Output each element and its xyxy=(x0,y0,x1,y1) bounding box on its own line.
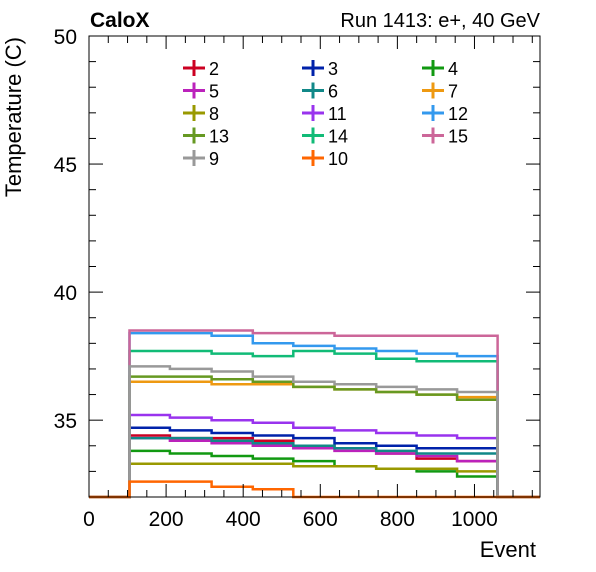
legend-label: 14 xyxy=(328,127,348,147)
x-tick-label: 200 xyxy=(149,508,184,531)
legend-item-2: 2 xyxy=(183,59,219,79)
x-tick-label: 0 xyxy=(83,508,95,531)
legend-label: 6 xyxy=(328,82,338,102)
y-axis-label: Temperature (C) xyxy=(1,37,26,197)
series-layer xyxy=(89,329,540,499)
legend-item-11: 11 xyxy=(302,104,347,124)
legend: 2 3 4 5 6 7 8 11 12 13 14 15 9 10 xyxy=(183,59,468,169)
legend-label: 7 xyxy=(448,82,458,102)
legend-label: 11 xyxy=(328,104,347,124)
legend-item-5: 5 xyxy=(183,82,219,102)
series-line-5 xyxy=(89,436,540,499)
legend-item-12: 12 xyxy=(422,104,468,124)
legend-label: 3 xyxy=(328,59,338,79)
y-tick-label: 40 xyxy=(54,282,77,305)
legend-label: 5 xyxy=(209,82,219,102)
legend-item-14: 14 xyxy=(302,127,348,147)
legend-label: 12 xyxy=(448,104,468,124)
series-line-13 xyxy=(89,375,540,499)
run-label: Run 1413: e+, 40 GeV xyxy=(340,10,540,32)
x-tick-label: 400 xyxy=(226,508,261,531)
series-line-3 xyxy=(89,426,540,499)
x-axis-label: Event xyxy=(480,537,536,562)
series-line-14 xyxy=(89,349,540,499)
series-line-12 xyxy=(89,331,540,499)
legend-item-9: 9 xyxy=(183,149,219,169)
x-tick-label: 800 xyxy=(380,508,415,531)
series-line-4 xyxy=(89,449,540,499)
legend-label: 10 xyxy=(328,149,348,169)
legend-item-15: 15 xyxy=(422,127,468,147)
legend-label: 8 xyxy=(209,104,219,124)
x-tick-label: 600 xyxy=(303,508,338,531)
legend-item-6: 6 xyxy=(302,82,338,102)
series-line-6 xyxy=(89,436,540,499)
legend-label: 2 xyxy=(209,59,219,79)
y-tick-label: 50 xyxy=(54,26,77,49)
legend-item-10: 10 xyxy=(302,149,348,169)
y-tick-label: 45 xyxy=(54,154,77,177)
legend-item-8: 8 xyxy=(183,104,219,124)
legend-label: 9 xyxy=(209,149,219,169)
series-line-8 xyxy=(89,462,540,499)
series-line-11 xyxy=(89,413,540,499)
legend-label: 15 xyxy=(448,127,468,147)
series-line-15 xyxy=(89,329,540,499)
legend-label: 13 xyxy=(209,127,229,147)
legend-item-3: 3 xyxy=(302,59,338,79)
y-tick-label: 35 xyxy=(54,410,77,433)
x-tick-label: 1000 xyxy=(451,508,498,531)
experiment-label: CaloX xyxy=(90,9,150,32)
legend-item-13: 13 xyxy=(183,127,229,147)
legend-item-7: 7 xyxy=(422,82,458,102)
series-line-9 xyxy=(89,365,540,499)
legend-item-4: 4 xyxy=(422,59,458,79)
legend-label: 4 xyxy=(448,59,458,79)
series-line-10 xyxy=(89,480,540,499)
